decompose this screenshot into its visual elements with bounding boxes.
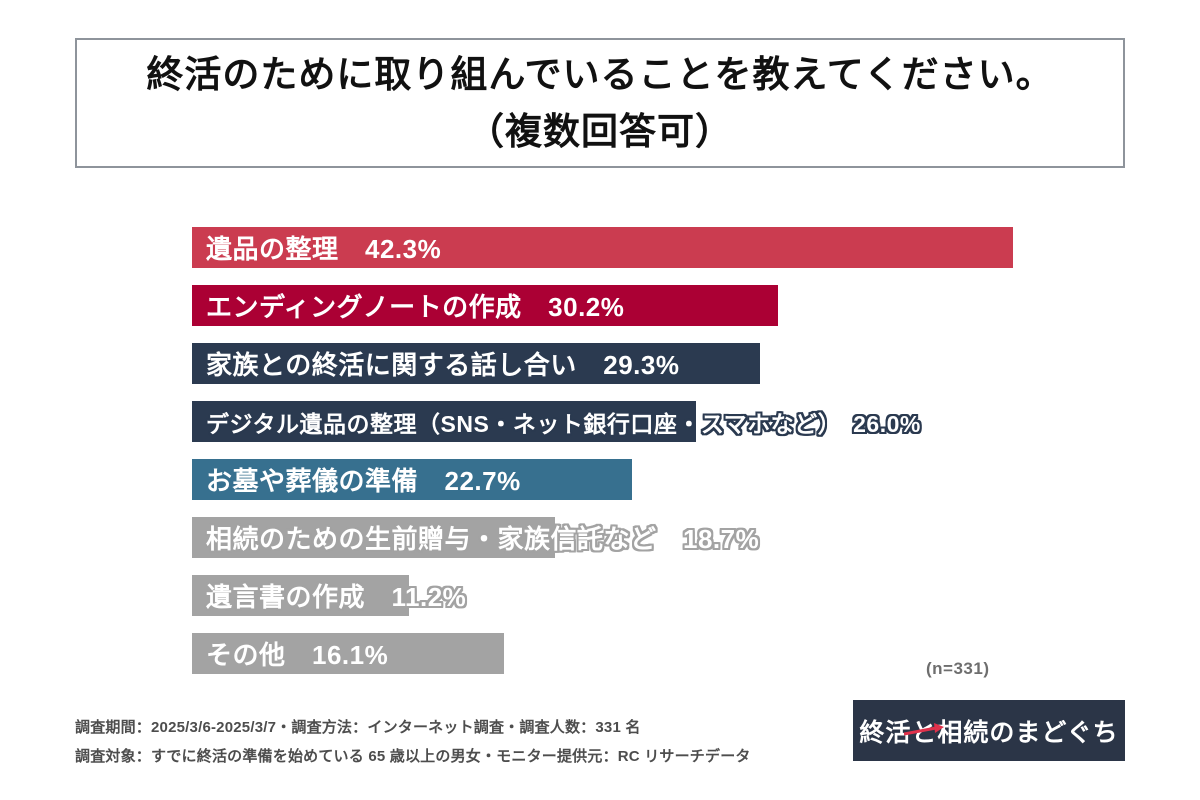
bar-row: 家族との終活に関する話し合い 29.3% bbox=[192, 343, 1132, 384]
bar: エンディングノートの作成 30.2% bbox=[192, 285, 778, 326]
bar-label: 家族との終活に関する話し合い 29.3% bbox=[206, 350, 680, 380]
bar-label: 遺品の整理 42.3% bbox=[206, 234, 442, 264]
bar-row: 相続のための生前贈与・家族信託など 18.7% bbox=[192, 517, 1132, 558]
bar: その他 16.1% bbox=[192, 633, 505, 674]
bar: 家族との終活に関する話し合い 29.3% bbox=[192, 343, 761, 384]
brand-logo: 終活と 相続のまどぐち bbox=[853, 700, 1125, 761]
survey-footnote-line2: 調査対象：すでに終活の準備を始めている 65 歳以上の男女・モニター提供元：RC… bbox=[75, 747, 751, 765]
bar: 相続のための生前贈与・家族信託など 18.7% bbox=[192, 517, 759, 558]
bar-row: エンディングノートの作成 30.2% bbox=[192, 285, 1132, 326]
brand-logo-to-char: と bbox=[904, 713, 945, 749]
chart-title-line2: （複数回答可） bbox=[467, 111, 733, 152]
bar-row: デジタル遺品の整理（SNS・ネット銀行口座・スマホなど） 26.0% bbox=[192, 401, 1132, 442]
bar-row: お墓や葬儀の準備 22.7% bbox=[192, 459, 1132, 500]
chart-title-line1: 終活のために取り組んでいることを教えてください。 bbox=[146, 53, 1054, 95]
bar-row: その他 16.1% bbox=[192, 633, 1132, 674]
brand-logo-text: 終活と 相続のまどぐち bbox=[859, 713, 1118, 749]
bar: 遺品の整理 42.3% bbox=[192, 227, 1013, 268]
bar-label: 相続のための生前贈与・家族信託など 18.7% bbox=[206, 524, 760, 554]
bar-label: お墓や葬儀の準備 22.7% bbox=[206, 466, 521, 496]
brand-logo-text-after: 相続のまどぐち bbox=[937, 718, 1119, 747]
bar-label: エンディングノートの作成 30.2% bbox=[206, 292, 625, 322]
bar: 遺言書の作成 11.2% bbox=[192, 575, 466, 616]
bar-chart: 遺品の整理 42.3% エンディングノートの作成 30.2% 家族との終活に関する話… bbox=[192, 227, 1132, 691]
brand-logo-text-before: 終活 bbox=[859, 718, 912, 747]
bar-row: 遺品の整理 42.3% bbox=[192, 227, 1132, 268]
title-box: 終活のために取り組んでいることを教えてください。 （複数回答可） bbox=[75, 38, 1125, 168]
bar: お墓や葬儀の準備 22.7% bbox=[192, 459, 633, 500]
bar: デジタル遺品の整理（SNS・ネット銀行口座・スマホなど） 26.0% bbox=[192, 401, 920, 442]
sample-size-label: (n=331) bbox=[926, 659, 990, 678]
survey-footnote-line1: 調査期間：2025/3/6-2025/3/7・調査方法：インターネット調査・調査… bbox=[75, 719, 641, 736]
bar-row: 遺言書の作成 11.2% bbox=[192, 575, 1132, 616]
bar-label: その他 16.1% bbox=[206, 640, 389, 670]
bar-label: 遺言書の作成 11.2% bbox=[206, 582, 467, 612]
bar-label: デジタル遺品の整理（SNS・ネット銀行口座・スマホなど） 26.0% bbox=[206, 410, 921, 437]
survey-footnote: 調査期間：2025/3/6-2025/3/7・調査方法：インターネット調査・調査… bbox=[75, 714, 751, 771]
